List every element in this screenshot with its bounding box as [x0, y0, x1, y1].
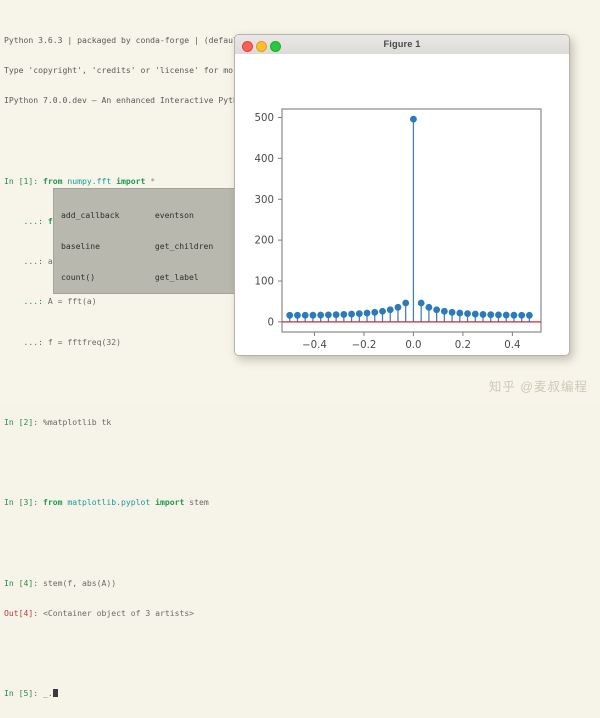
svg-text:−0.4: −0.4: [302, 340, 327, 351]
autocomplete-item-add-callback[interactable]: add_callback: [61, 210, 120, 221]
in-prompt-1: In [1]:: [4, 175, 39, 186]
window-titlebar[interactable]: Figure 1: [235, 35, 569, 55]
text-cursor: [52, 688, 58, 698]
svg-text:300: 300: [255, 195, 274, 206]
autocomplete-popup[interactable]: add_callback eventson baseline get_child…: [53, 188, 237, 294]
input-cell-5[interactable]: In [5]: _.: [4, 688, 600, 698]
keyword-from: from: [43, 175, 63, 186]
zoom-icon[interactable]: [270, 40, 281, 52]
svg-text:400: 400: [255, 154, 274, 165]
window-title: Figure 1: [383, 38, 421, 49]
autocomplete-row[interactable]: add_callback eventson: [54, 210, 236, 220]
svg-text:0.0: 0.0: [405, 340, 421, 351]
out-prompt-4: Out[4]:: [4, 607, 39, 618]
input-cell-3: In [3]: from matplotlib.pyplot import st…: [4, 497, 600, 507]
svg-text:0: 0: [268, 317, 274, 328]
spacer: [4, 537, 600, 547]
spacer: [4, 457, 600, 467]
keyword-import: import: [116, 175, 146, 186]
keyword-import: import: [155, 497, 185, 508]
autocomplete-row[interactable]: baseline get_children: [54, 241, 236, 251]
input-cell-4: In [4]: stem(f, abs(A)): [4, 578, 600, 588]
in-prompt-4: In [4]:: [4, 577, 39, 588]
code-text: f = fftfreq(32): [47, 336, 121, 347]
continuation-prompt: ...:: [23, 256, 44, 267]
close-icon[interactable]: [242, 40, 253, 52]
autocomplete-item-baseline[interactable]: baseline: [61, 241, 100, 251]
svg-text:500: 500: [255, 113, 274, 124]
continuation-prompt: ...:: [23, 215, 44, 226]
code-text: %matplotlib tk: [43, 416, 112, 427]
autocomplete-item-get-label[interactable]: get_label: [154, 271, 199, 282]
in-prompt-5: In [5]:: [4, 688, 39, 699]
input-cell-1-line-1: In [1]: from numpy.fft import *: [4, 176, 600, 186]
svg-text:0.4: 0.4: [504, 340, 520, 351]
autocomplete-item-get-children[interactable]: get_children: [154, 241, 214, 251]
input-cell-1-line-5: ...: f = fftfreq(32): [4, 337, 600, 347]
output-cell-4: Out[4]: <Container object of 3 artists>: [4, 608, 600, 618]
continuation-prompt: ...:: [23, 296, 44, 307]
in-prompt-3: In [3]:: [4, 497, 39, 508]
module-name: matplotlib.pyplot: [67, 497, 151, 508]
continuation-prompt: ...:: [23, 336, 44, 347]
code-text: A = fft(a): [47, 296, 97, 307]
spacer: [4, 648, 600, 658]
output-text: <Container object of 3 artists>: [43, 607, 195, 618]
keyword-from: from: [43, 497, 63, 508]
input-cell-2: In [2]: %matplotlib tk: [4, 417, 600, 427]
svg-text:200: 200: [255, 236, 274, 247]
import-star: *: [150, 175, 156, 186]
matplotlib-canvas[interactable]: −0.4 −0.2 0.0 0.2 0.4 0 100 200 300 400 500: [235, 54, 569, 355]
imported-name: stem: [189, 497, 209, 508]
autocomplete-item-count[interactable]: count(): [61, 271, 96, 282]
stem-plot: −0.4 −0.2 0.0 0.2 0.4 0 100 200 300 400 500: [255, 108, 542, 351]
autocomplete-item-eventson[interactable]: eventson: [154, 210, 194, 221]
figure-window[interactable]: Figure 1 −0.4 −0.2 0.0 0.2 0.4 0 100 200 300 400 5…: [234, 34, 570, 356]
watermark: 知乎 @麦叔编程: [488, 380, 588, 394]
input-cell-1-line-4: ...: A = fft(a): [4, 296, 600, 306]
code-text: stem(f, abs(A)): [43, 577, 117, 588]
autocomplete-row[interactable]: count() get_label: [54, 272, 236, 282]
code-text: _.: [43, 688, 53, 699]
in-prompt-2: In [2]:: [4, 416, 39, 427]
minimize-icon[interactable]: [256, 40, 267, 52]
svg-text:−0.2: −0.2: [352, 340, 377, 351]
svg-text:0.2: 0.2: [455, 340, 471, 351]
svg-text:100: 100: [255, 277, 274, 288]
module-name: numpy.fft: [67, 175, 112, 186]
